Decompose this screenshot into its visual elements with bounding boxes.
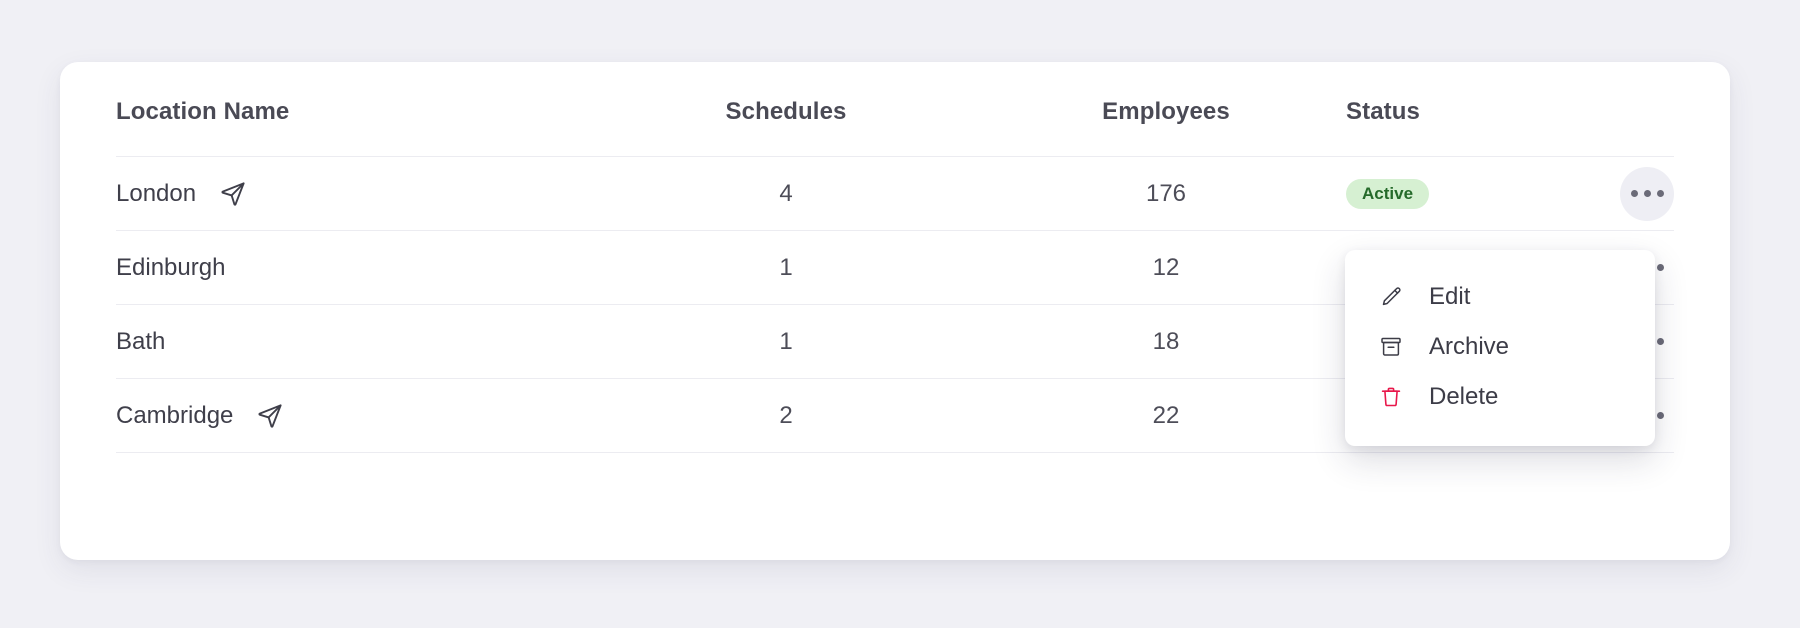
navigation-send-icon[interactable]: [255, 401, 285, 431]
more-options-icon: [1656, 190, 1664, 197]
cell-location-name: London: [116, 157, 586, 231]
menu-item-edit[interactable]: Edit: [1345, 272, 1655, 322]
location-name-text: London: [116, 179, 197, 207]
column-header-location-name: Location Name: [116, 98, 290, 125]
trash-icon: [1379, 384, 1403, 410]
cell-schedules: 1: [779, 327, 793, 355]
table-header: Location Name Schedules Employees Status: [116, 98, 1674, 157]
locations-card: Location Name Schedules Employees Status…: [60, 62, 1730, 560]
more-options-icon: [1656, 264, 1664, 271]
row-actions-button-open[interactable]: [1620, 166, 1674, 221]
cell-location-name: Cambridge: [116, 379, 586, 453]
more-options-icon: [1643, 190, 1651, 197]
column-header-status: Status: [1346, 98, 1420, 125]
location-name-text: Cambridge: [116, 401, 234, 429]
location-name-text: Edinburgh: [116, 253, 226, 281]
more-options-icon: [1656, 412, 1664, 419]
cell-actions: [1564, 157, 1674, 231]
menu-item-archive[interactable]: Archive: [1345, 322, 1655, 372]
location-name-text: Bath: [116, 327, 166, 355]
column-header-schedules: Schedules: [725, 98, 847, 125]
more-options-icon: [1630, 190, 1638, 197]
navigation-send-icon[interactable]: [218, 179, 248, 209]
menu-item-label: Archive: [1429, 333, 1510, 360]
row-context-menu[interactable]: Edit Archive Delete: [1345, 250, 1655, 446]
table-row[interactable]: Bath 1 18: [116, 304, 1674, 379]
cell-employees: 176: [1145, 179, 1187, 207]
column-header-actions: [1564, 98, 1674, 157]
cell-schedules: 1: [779, 253, 793, 281]
cell-status: Active: [1346, 157, 1564, 231]
cell-schedules: 2: [779, 401, 793, 429]
table-row[interactable]: London 4 176 Active: [116, 156, 1674, 231]
cell-employees: 22: [1152, 401, 1180, 429]
menu-item-label: Edit: [1429, 283, 1471, 310]
more-options-icon: [1656, 338, 1664, 345]
archive-icon: [1379, 334, 1403, 360]
pencil-icon: [1379, 284, 1403, 310]
menu-item-delete[interactable]: Delete: [1345, 372, 1655, 422]
cell-location-name: Bath: [116, 305, 586, 379]
cell-location-name: Edinburgh: [116, 231, 586, 305]
cell-employees: 12: [1152, 253, 1180, 281]
menu-item-label: Delete: [1429, 383, 1499, 410]
status-badge: Active: [1346, 179, 1430, 209]
column-header-employees: Employees: [1102, 98, 1230, 125]
table-header-row: Location Name Schedules Employees Status: [116, 98, 1674, 157]
cell-schedules: 4: [779, 179, 793, 207]
cell-employees: 18: [1152, 327, 1180, 355]
